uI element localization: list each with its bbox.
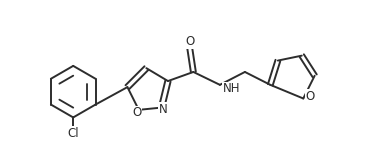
Text: Cl: Cl <box>67 127 79 140</box>
Text: N: N <box>159 103 168 116</box>
Text: O: O <box>132 106 142 119</box>
Text: O: O <box>185 35 194 48</box>
Text: O: O <box>305 90 315 103</box>
Text: NH: NH <box>223 82 240 95</box>
